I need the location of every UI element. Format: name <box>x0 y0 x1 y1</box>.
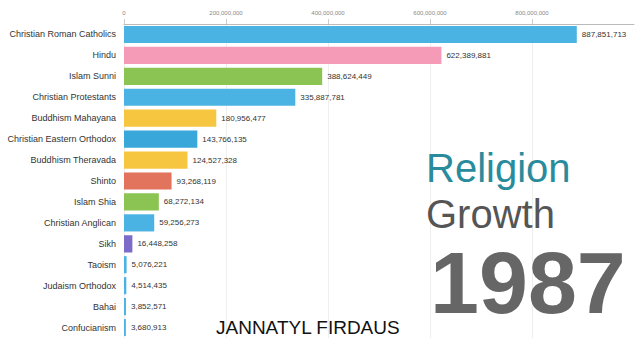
svg-text:180,956,477: 180,956,477 <box>221 114 266 123</box>
svg-text:Christian Roman Catholics: Christian Roman Catholics <box>9 29 116 39</box>
svg-text:4,514,435: 4,514,435 <box>131 281 167 290</box>
svg-text:200,000,000: 200,000,000 <box>209 10 243 16</box>
svg-text:Christian Anglican: Christian Anglican <box>44 218 116 228</box>
svg-text:JANNATYL FIRDAUS: JANNATYL FIRDAUS <box>216 317 400 338</box>
svg-text:5,076,221: 5,076,221 <box>132 260 168 269</box>
svg-text:143,766,135: 143,766,135 <box>202 135 247 144</box>
svg-text:59,256,273: 59,256,273 <box>159 218 200 227</box>
svg-text:Christian Eastern Orthodox: Christian Eastern Orthodox <box>7 134 116 144</box>
svg-text:124,527,328: 124,527,328 <box>193 156 238 165</box>
svg-text:Judaism Orthodox: Judaism Orthodox <box>43 281 117 291</box>
svg-text:0: 0 <box>122 10 126 16</box>
svg-text:Buddhism Mahayana: Buddhism Mahayana <box>31 113 116 123</box>
svg-text:Confucianism: Confucianism <box>61 323 116 333</box>
svg-text:1987: 1987 <box>430 233 626 332</box>
svg-text:Islam Sunni: Islam Sunni <box>69 71 116 81</box>
svg-text:Religion: Religion <box>426 146 571 190</box>
svg-text:68,272,134: 68,272,134 <box>164 197 205 206</box>
svg-text:600,000,000: 600,000,000 <box>413 10 447 16</box>
svg-text:16,448,258: 16,448,258 <box>137 239 178 248</box>
svg-text:622,389,881: 622,389,881 <box>446 51 491 60</box>
svg-text:Sikh: Sikh <box>98 239 116 249</box>
svg-text:887,851,713: 887,851,713 <box>582 30 627 39</box>
svg-text:388,624,449: 388,624,449 <box>327 72 372 81</box>
svg-text:Christian Protestants: Christian Protestants <box>32 92 116 102</box>
svg-text:Bahai: Bahai <box>93 302 116 312</box>
svg-text:335,887,781: 335,887,781 <box>300 93 345 102</box>
svg-text:93,268,119: 93,268,119 <box>177 177 217 186</box>
svg-text:Taoism: Taoism <box>87 260 116 270</box>
svg-text:400,000,000: 400,000,000 <box>311 10 345 16</box>
svg-text:Buddhism Theravada: Buddhism Theravada <box>31 155 116 165</box>
svg-text:3,852,571: 3,852,571 <box>131 302 167 311</box>
svg-text:Shinto: Shinto <box>90 176 116 186</box>
svg-text:Hindu: Hindu <box>92 50 116 60</box>
svg-text:Growth: Growth <box>426 192 555 236</box>
svg-text:800,000,000: 800,000,000 <box>515 10 549 16</box>
svg-text:3,680,913: 3,680,913 <box>131 323 167 332</box>
svg-text:Islam Shia: Islam Shia <box>74 197 116 207</box>
